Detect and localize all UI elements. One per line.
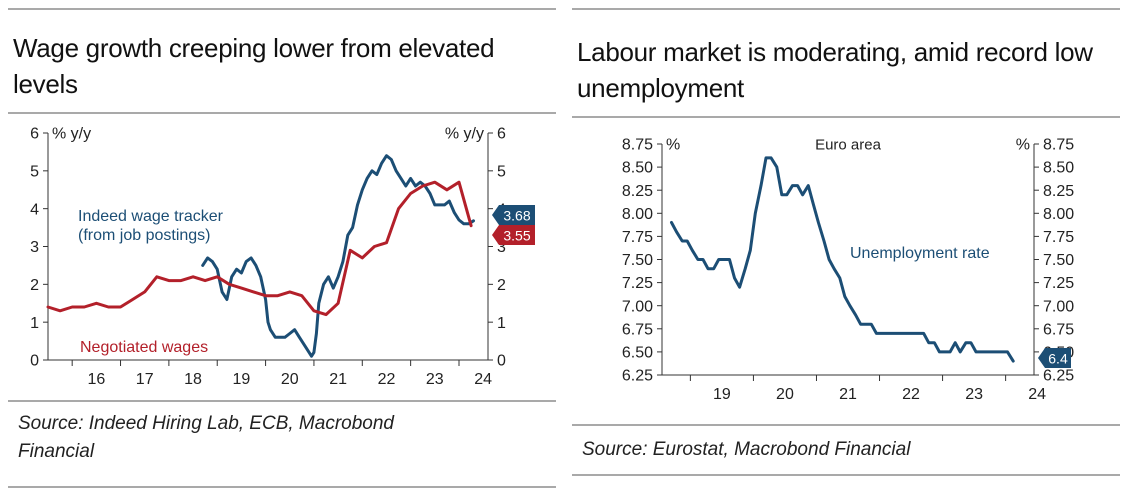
annotation-line: (from job postings) bbox=[78, 227, 211, 244]
y-tick-label-left: 6.50 bbox=[622, 345, 653, 362]
y-tick-label-right: 7.25 bbox=[1043, 275, 1074, 292]
end-value-label: 3.68 bbox=[503, 208, 530, 224]
source-line-1: Source: Indeed Hiring Lab, ECB, Macrobon… bbox=[18, 413, 394, 434]
annotation-line: Unemployment rate bbox=[850, 245, 990, 262]
y-tick-label-right: 6.25 bbox=[1043, 368, 1074, 385]
series-annotation: Negotiated wages bbox=[80, 339, 208, 356]
x-tick-label: 24 bbox=[1028, 386, 1046, 403]
left-axis-unit: % y/y bbox=[52, 126, 91, 143]
annotation-line: Negotiated wages bbox=[80, 339, 208, 356]
x-tick-label: 16 bbox=[87, 371, 105, 388]
series-annotation: Unemployment rate bbox=[850, 245, 990, 262]
x-tick-label: 21 bbox=[329, 371, 347, 388]
source-divider bbox=[8, 400, 556, 402]
x-tick-label: 17 bbox=[136, 371, 154, 388]
x-tick-label: 20 bbox=[281, 371, 299, 388]
x-tick-label: 22 bbox=[378, 371, 396, 388]
source-line-1: Source: Eurostat, Macrobond Financial bbox=[582, 439, 911, 460]
bottom-divider bbox=[572, 474, 1120, 476]
title-divider bbox=[8, 112, 556, 114]
x-tick-label: 23 bbox=[965, 386, 983, 403]
series-line bbox=[670, 156, 1015, 363]
y-tick-label-right: 7.75 bbox=[1043, 229, 1074, 246]
y-tick-label-left: 6.75 bbox=[622, 321, 653, 338]
y-tick-label-left: 3 bbox=[30, 239, 39, 256]
x-tick-label: 19 bbox=[713, 386, 731, 403]
y-tick-label-left: 7.75 bbox=[622, 229, 653, 246]
series-line bbox=[46, 180, 473, 317]
y-tick-label-right: 3 bbox=[497, 239, 506, 256]
annotation-line: Indeed wage tracker bbox=[78, 208, 224, 225]
chart-title: Labour market is moderating, amid record… bbox=[577, 37, 1093, 103]
end-value-label: 3.55 bbox=[503, 228, 530, 244]
end-value-tag bbox=[492, 225, 535, 245]
x-tick-label: 19 bbox=[233, 371, 251, 388]
bottom-divider bbox=[8, 486, 556, 488]
y-tick-label-left: 2 bbox=[30, 277, 39, 294]
y-tick-label-left: 4 bbox=[30, 201, 39, 218]
y-tick-label-right: 6.75 bbox=[1043, 321, 1074, 338]
y-tick-label-right: 7.50 bbox=[1043, 252, 1074, 269]
x-tick-label: 24 bbox=[474, 371, 492, 388]
series-annotation: Indeed wage tracker (from job postings) bbox=[78, 208, 224, 244]
series-line bbox=[201, 154, 475, 358]
end-value-tag bbox=[492, 205, 535, 225]
y-tick-label-left: 0 bbox=[30, 353, 39, 370]
chart-panel-unemployment: Labour market is moderating, amid record… bbox=[572, 0, 1120, 495]
y-tick-label-right: 2 bbox=[497, 277, 506, 294]
top-divider bbox=[572, 8, 1120, 10]
chart-panel-wage-growth: Wage growth creeping lower from elevated… bbox=[8, 0, 556, 495]
end-value-tag bbox=[1038, 348, 1071, 368]
chart-title: Wage growth creeping lower from elevated… bbox=[13, 33, 495, 99]
y-tick-label-left: 8.25 bbox=[622, 183, 653, 200]
chart-source: Source: Eurostat, Macrobond Financial bbox=[582, 436, 910, 464]
x-tick-label: 20 bbox=[776, 386, 794, 403]
y-tick-label-left: 8.75 bbox=[622, 137, 653, 154]
x-tick-label: 22 bbox=[902, 386, 920, 403]
y-tick-label-left: 7.25 bbox=[622, 275, 653, 292]
y-tick-label-left: 1 bbox=[30, 315, 39, 332]
right-axis-unit: % bbox=[1016, 137, 1030, 154]
chart-source: Source: Indeed Hiring Lab, ECB, Macrobon… bbox=[18, 410, 394, 466]
end-value-label: 6.4 bbox=[1048, 351, 1068, 367]
top-divider bbox=[8, 8, 556, 10]
title-divider bbox=[572, 116, 1120, 118]
y-tick-label-left: 8.50 bbox=[622, 160, 653, 177]
unemployment-chart: 6.256.256.506.506.756.757.007.007.257.25… bbox=[622, 137, 1074, 403]
x-tick-label: 21 bbox=[839, 386, 857, 403]
y-tick-label-left: 5 bbox=[30, 163, 39, 180]
y-tick-label-right: 8.00 bbox=[1043, 206, 1074, 223]
y-tick-label-right: 7.00 bbox=[1043, 298, 1074, 315]
right-axis-unit: % y/y bbox=[445, 126, 484, 143]
y-tick-label-right: 8.25 bbox=[1043, 183, 1074, 200]
y-tick-label-right: 0 bbox=[497, 353, 506, 370]
source-line-2: Financial bbox=[18, 441, 95, 462]
y-tick-label-right: 5 bbox=[497, 163, 506, 180]
y-tick-label-right: 8.50 bbox=[1043, 160, 1074, 177]
x-tick-label: 18 bbox=[184, 371, 202, 388]
y-tick-label-right: 1 bbox=[497, 315, 506, 332]
y-tick-label-left: 8.00 bbox=[622, 206, 653, 223]
chart-subtitle: Euro area bbox=[815, 137, 882, 154]
y-tick-label-left: 7.00 bbox=[622, 298, 653, 315]
x-tick-label: 23 bbox=[426, 371, 444, 388]
source-divider bbox=[572, 424, 1120, 426]
y-tick-label-right: 6 bbox=[497, 126, 506, 143]
y-tick-label-left: 7.50 bbox=[622, 252, 653, 269]
y-tick-label-left: 6 bbox=[30, 126, 39, 143]
y-tick-label-left: 6.25 bbox=[622, 368, 653, 385]
wage-growth-chart: 00112233445566% y/y% y/y1617181920212223… bbox=[30, 126, 535, 388]
left-axis-unit: % bbox=[666, 137, 680, 154]
y-tick-label-right: 8.75 bbox=[1043, 137, 1074, 154]
